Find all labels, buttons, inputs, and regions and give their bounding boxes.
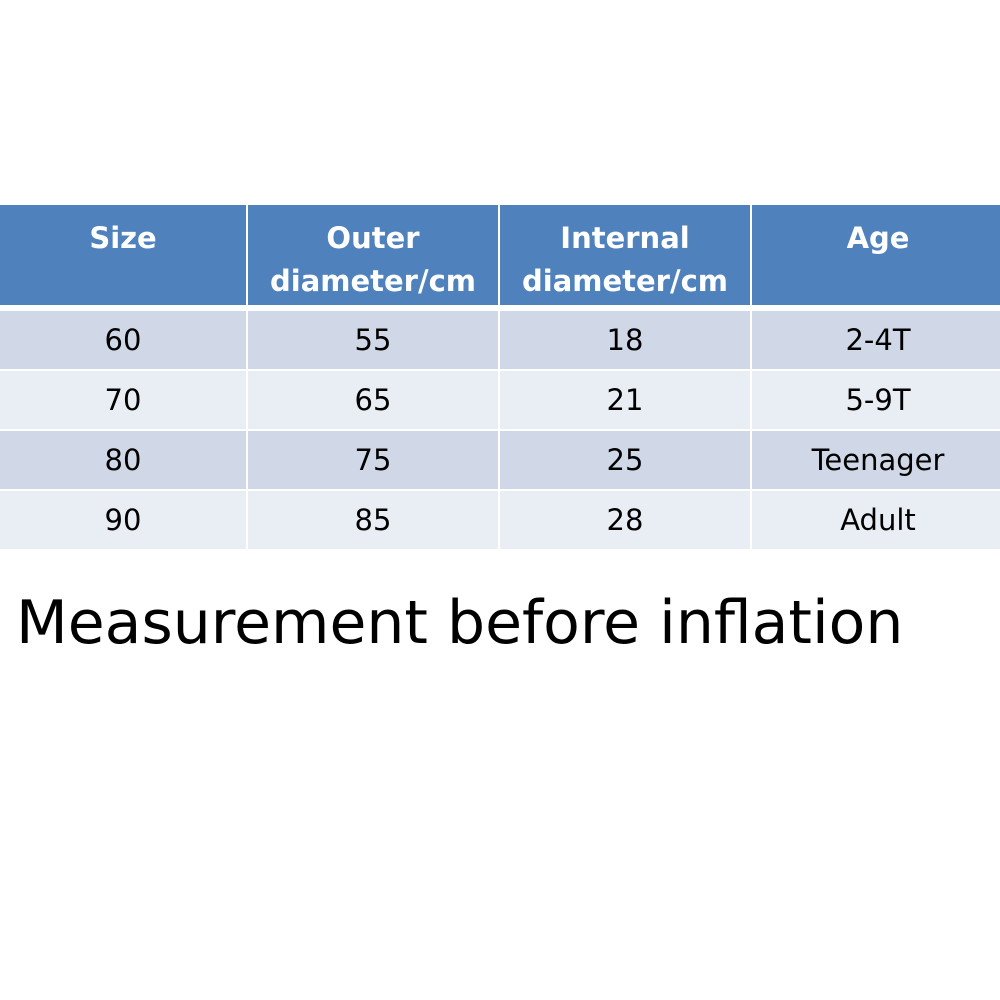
table-cell: 75: [248, 431, 498, 489]
header-cell: Outer diameter/cm: [248, 205, 498, 305]
header-cell: Size: [0, 205, 246, 305]
table-cell: 65: [248, 371, 498, 429]
table-cell: 90: [0, 491, 246, 549]
table-cell: 18: [500, 311, 750, 369]
table-cell: 25: [500, 431, 750, 489]
table-cell: 21: [500, 371, 750, 429]
caption: Measurement before inflation: [16, 588, 904, 658]
header-row: Size Outer diameter/cm Internal diameter/c…: [0, 205, 1000, 305]
table-row: 70 65 21 5-9T: [0, 371, 1000, 429]
table-cell: 85: [248, 491, 498, 549]
size-table: Size Outer diameter/cm Internal diameter/c…: [0, 205, 1000, 551]
header-cell: Age: [752, 205, 1000, 305]
table-row: 80 75 25 Teenager: [0, 431, 1000, 489]
table-cell: 80: [0, 431, 246, 489]
table-row: 90 85 28 Adult: [0, 491, 1000, 549]
table-cell: 28: [500, 491, 750, 549]
table-cell: Teenager: [752, 431, 1000, 489]
table-cell: Adult: [752, 491, 1000, 549]
table-cell: 2-4T: [752, 311, 1000, 369]
table-cell: 55: [248, 311, 498, 369]
table-cell: 70: [0, 371, 246, 429]
header-cell: Internal diameter/cm: [500, 205, 750, 305]
table-row: 60 55 18 2-4T: [0, 311, 1000, 369]
table-cell: 5-9T: [752, 371, 1000, 429]
table-cell: 60: [0, 311, 246, 369]
